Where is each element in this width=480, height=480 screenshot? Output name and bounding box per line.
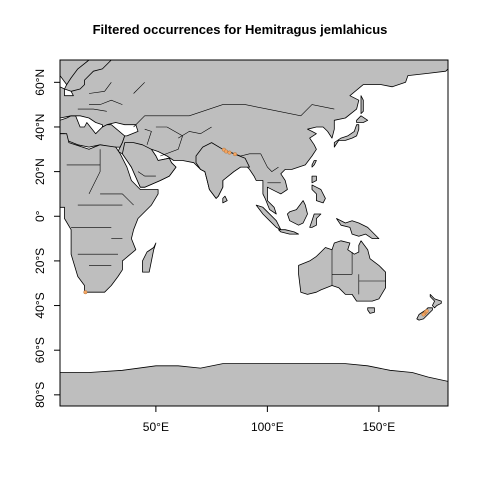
occurrence-point — [233, 152, 237, 157]
occurrence-point — [83, 290, 88, 295]
sakhalin-land — [360, 95, 364, 114]
map-title: Filtered occurrences for Hemitragus jeml… — [92, 22, 388, 37]
x-tick-label: 50°E — [143, 420, 169, 434]
country-border — [133, 104, 335, 128]
country-border — [88, 149, 101, 195]
luzon-land — [311, 175, 317, 184]
madagascar-land — [142, 242, 157, 273]
scandinavia-land — [64, 60, 112, 92]
y-axis: 60°N 40°N 20°N 0° 20°S 40°S 60°S 80°S — [33, 69, 61, 408]
africa-land — [60, 133, 159, 293]
land-layer — [60, 60, 448, 406]
australia-land — [298, 240, 386, 302]
y-tick-label: 40°S — [33, 292, 47, 318]
y-tick-label: 20°N — [33, 158, 47, 185]
philippines-land — [311, 184, 326, 204]
country-border — [178, 126, 212, 139]
x-tick-label: 150°E — [362, 420, 395, 434]
occurrence-layer — [83, 147, 429, 317]
x-tick-label: 100°E — [251, 420, 284, 434]
country-border — [222, 149, 261, 157]
newguinea-land — [336, 218, 380, 239]
india-land — [195, 142, 250, 199]
taiwan-land — [311, 160, 317, 168]
y-tick-label: 60°S — [33, 337, 47, 363]
antarctica-land — [60, 363, 448, 406]
country-border — [133, 82, 145, 94]
arabia-land — [122, 142, 177, 188]
x-axis: 50°E 100°E 150°E — [143, 405, 395, 434]
occurrence-point — [224, 149, 229, 154]
borneo-land — [287, 200, 308, 226]
country-border — [100, 193, 134, 206]
tasmania-land — [367, 307, 375, 314]
occurrence-point — [424, 309, 429, 314]
japan-land — [333, 124, 360, 148]
sulawesi-land — [309, 213, 322, 228]
hokkaido-land — [356, 115, 369, 123]
java-land — [278, 229, 299, 235]
country-border — [89, 99, 123, 105]
y-tick-label: 80°S — [33, 382, 47, 408]
y-tick-label: 60°N — [33, 69, 47, 96]
country-border — [77, 108, 107, 112]
nz-north-land — [429, 294, 442, 309]
country-border — [155, 126, 183, 157]
occurrence-point — [227, 150, 232, 155]
country-border — [260, 153, 279, 172]
occurrence-point — [421, 312, 426, 317]
country-border — [137, 171, 156, 177]
y-tick-label: 20°S — [33, 248, 47, 274]
y-tick-label: 40°N — [33, 114, 47, 141]
y-tick-label: 0° — [33, 210, 47, 222]
sumatra-land — [255, 204, 282, 231]
srilanka-land — [222, 195, 228, 204]
country-border — [144, 128, 152, 145]
country-border — [88, 82, 112, 94]
